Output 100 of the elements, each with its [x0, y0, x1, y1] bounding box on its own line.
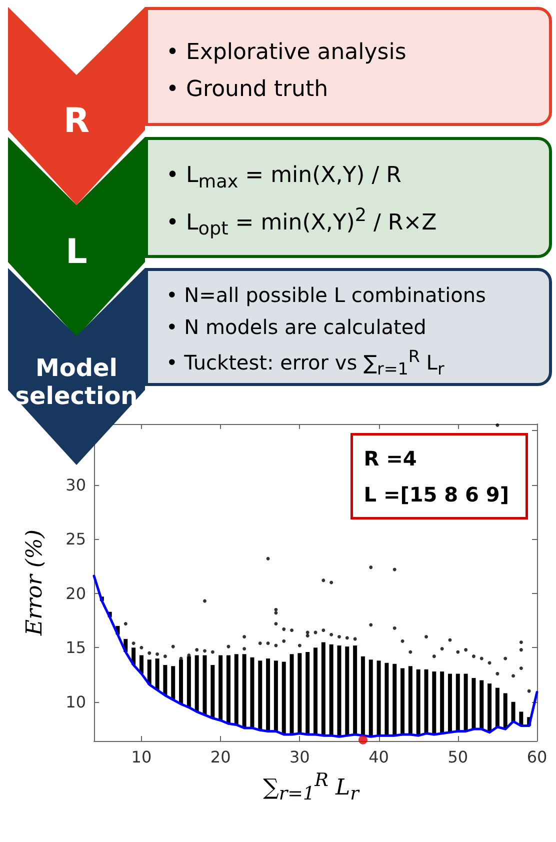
point: [472, 654, 476, 658]
bar: [306, 652, 310, 734]
point: [519, 648, 523, 652]
bar: [314, 648, 318, 734]
point: [456, 650, 460, 654]
point: [163, 654, 167, 658]
y-axis-title: Error (%): [22, 530, 48, 636]
bar: [218, 655, 223, 720]
x-tick-label: 20: [210, 748, 231, 766]
bar: [139, 655, 144, 674]
text: • Explorative analysis: [166, 40, 408, 64]
point: [358, 735, 368, 744]
bar: [456, 674, 460, 732]
point: [440, 646, 444, 650]
text: • Tucktest: error vs ∑$_{r=1}$$^{R}$ L$_{r}$: [166, 347, 446, 379]
bar: [472, 678, 476, 730]
text: • N models are calculated: [166, 315, 428, 340]
point: [432, 654, 436, 658]
point: [156, 652, 160, 656]
bar: [440, 672, 444, 734]
point: [132, 642, 136, 646]
point: [266, 642, 270, 646]
point: [512, 674, 516, 678]
bar: [282, 662, 286, 734]
point: [330, 632, 334, 636]
point: [242, 646, 246, 650]
bar: [495, 688, 500, 727]
point: [203, 649, 206, 653]
bar: [360, 656, 365, 736]
x-tick-label: 60: [526, 748, 548, 766]
bar: [171, 666, 176, 700]
point: [306, 630, 310, 634]
bar: [353, 645, 358, 734]
point: [322, 578, 326, 582]
point: [242, 635, 246, 639]
bar: [329, 644, 334, 736]
bar: [234, 654, 238, 725]
point: [488, 661, 492, 665]
bar: [242, 654, 246, 728]
x-axis-title: ∑$_{r=1}$$^{R}$ L$_{r}$: [262, 770, 361, 805]
bar: [511, 702, 516, 722]
point: [496, 423, 500, 427]
bar: [226, 655, 230, 724]
point: [527, 689, 531, 693]
point: [330, 580, 334, 584]
point: [392, 568, 396, 572]
point: [274, 644, 278, 648]
point: [274, 611, 278, 615]
point: [345, 636, 349, 640]
point: [203, 599, 206, 603]
point: [408, 650, 412, 654]
text: • L$_{opt}$ = min(X,Y)$^{2}$ / R×Z: [166, 204, 438, 240]
point: [195, 648, 199, 652]
point: [290, 628, 294, 632]
bar: [408, 666, 412, 734]
bar: [147, 660, 152, 685]
point: [140, 646, 144, 650]
point: [298, 644, 302, 648]
x-tick-label: 30: [290, 748, 310, 766]
y-tick-label: 20: [66, 584, 86, 603]
bar: [163, 665, 168, 696]
bar: [210, 665, 215, 718]
x-tick-label: 40: [368, 748, 389, 766]
bar: [400, 668, 405, 734]
bar: [155, 658, 160, 690]
point: [480, 656, 484, 660]
point: [148, 651, 152, 655]
x-tick-label: 50: [448, 748, 468, 766]
point: [369, 623, 373, 627]
bar: [432, 672, 436, 734]
bar: [266, 658, 270, 732]
point: [187, 653, 191, 657]
text: Model selection: [14, 352, 139, 412]
text: R: [62, 100, 91, 144]
point: [369, 566, 373, 570]
point: [124, 622, 128, 626]
bar: [337, 645, 342, 737]
x-tick-label: 10: [131, 748, 152, 766]
point: [392, 626, 396, 630]
point: [519, 640, 523, 644]
bar: [202, 655, 207, 715]
text: • N=all possible L combinations: [166, 283, 487, 308]
bar: [290, 654, 294, 734]
bar: [392, 664, 397, 736]
bar: [488, 683, 492, 732]
bar: [298, 653, 302, 734]
point: [519, 666, 523, 670]
point: [282, 627, 286, 631]
text: • Ground truth: [166, 76, 330, 102]
bar: [384, 662, 389, 736]
point: [337, 635, 341, 639]
bar: [464, 674, 468, 732]
point: [171, 644, 175, 648]
bar: [258, 660, 262, 730]
point: [424, 635, 428, 639]
y-tick-label: 10: [66, 692, 86, 712]
bar: [376, 660, 381, 736]
bar: [424, 669, 428, 734]
point: [504, 656, 508, 660]
y-tick-label: 30: [66, 475, 86, 494]
